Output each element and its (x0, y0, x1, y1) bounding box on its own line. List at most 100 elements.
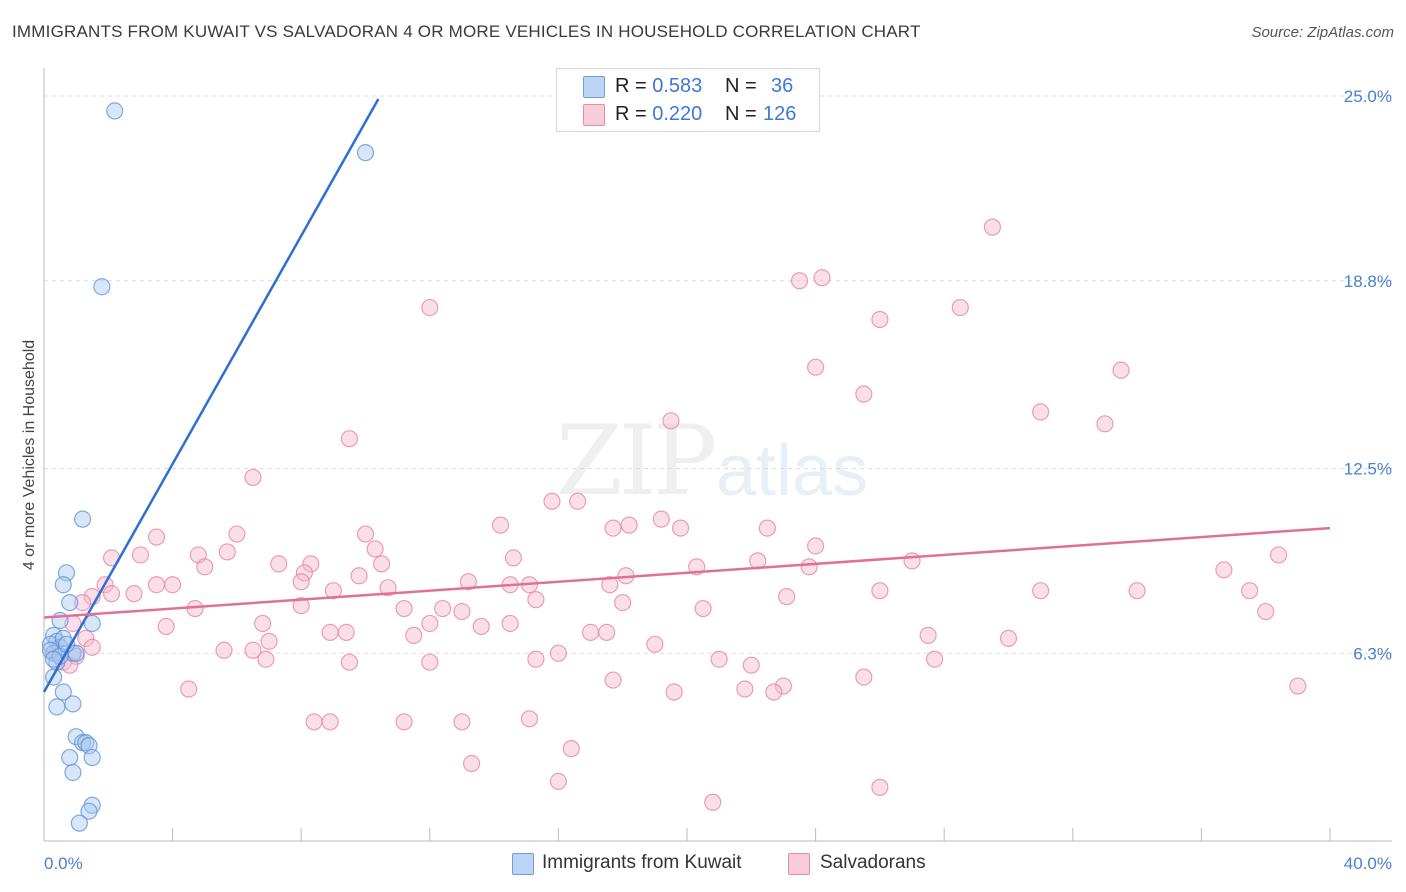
point-salvadoran-69 (434, 599, 452, 618)
point-kuwait-3 (73, 510, 92, 528)
watermark-atlas: atlas (716, 431, 869, 511)
legend-label-kuwait: Immigrants from Kuwait (542, 852, 742, 873)
point-salvadoran-17 (620, 516, 638, 534)
point-salvadoran-104 (774, 677, 793, 695)
point-salvadoran-77 (501, 614, 519, 633)
point-salvadoran-39 (903, 552, 921, 570)
y-axis-label: 4 or more Vehicles in Household (21, 340, 38, 570)
legend-n-label: N = (725, 103, 757, 125)
point-salvadoran-95 (340, 653, 359, 671)
x-ticks (43, 828, 1331, 841)
point-salvadoran-72 (1257, 602, 1275, 621)
point-salvadoran-86 (260, 632, 278, 650)
point-salvadoran-115 (520, 710, 539, 728)
point-kuwait-8 (83, 614, 101, 633)
point-salvadoran-4 (951, 298, 969, 317)
point-salvadoran-31 (270, 555, 288, 573)
point-salvadoran-68 (395, 599, 413, 618)
point-salvadoran-48 (147, 576, 166, 594)
point-salvadoran-22 (147, 528, 166, 546)
point-salvadoran-106 (736, 680, 754, 698)
point-salvadoran-99 (742, 656, 760, 674)
point-salvadoran-5 (871, 310, 889, 329)
point-salvadoran-20 (758, 519, 776, 537)
y-tick-label-2: 12.5% (1344, 460, 1392, 479)
point-salvadoran-21 (652, 510, 670, 528)
x-tick-label-min: 0.0% (44, 854, 83, 873)
point-salvadoran-29 (218, 543, 236, 561)
point-salvadoran-103 (604, 671, 622, 689)
point-salvadoran-73 (157, 617, 175, 636)
point-kuwait-28 (83, 748, 101, 767)
point-salvadoran-98 (710, 650, 728, 668)
point-salvadoran-100 (925, 650, 944, 668)
point-kuwait-31 (80, 802, 98, 820)
legend-label-salvadoran: Salvadorans (820, 852, 926, 873)
point-salvadoran-94 (257, 650, 275, 668)
point-kuwait-5 (54, 576, 72, 594)
point-salvadoran-2 (813, 269, 831, 287)
point-salvadoran-3 (421, 298, 439, 317)
point-salvadoran-82 (405, 626, 423, 644)
point-kuwait-27 (61, 748, 79, 767)
point-salvadoran-34 (372, 555, 391, 573)
point-salvadoran-6 (806, 358, 825, 376)
point-salvadoran-25 (131, 546, 150, 564)
point-salvadoran-79 (337, 623, 355, 642)
point-salvadoran-30 (806, 537, 825, 555)
point-salvadoran-41 (350, 567, 368, 585)
point-salvadoran-63 (527, 591, 545, 609)
point-salvadoran-112 (321, 713, 339, 731)
point-kuwait-6 (61, 593, 79, 612)
point-kuwait-22 (64, 695, 82, 713)
point-salvadoran-83 (919, 626, 937, 644)
legend-swatch-kuwait-bottom (512, 853, 534, 875)
point-salvadoran-49 (164, 576, 182, 594)
trend-line-kuwait (42, 98, 380, 693)
point-salvadoran-90 (549, 644, 568, 662)
point-salvadoran-108 (855, 668, 873, 686)
point-kuwait-1 (356, 144, 375, 162)
point-salvadoran-46 (1269, 546, 1288, 564)
point-salvadoran-74 (254, 614, 272, 633)
point-salvadoran-7 (1112, 361, 1130, 379)
point-salvadoran-75 (421, 614, 439, 633)
point-kuwait-25 (77, 734, 95, 752)
point-salvadoran-97 (527, 650, 545, 668)
point-salvadoran-113 (395, 713, 413, 731)
point-salvadoran-42 (459, 573, 477, 591)
point-salvadoran-15 (569, 492, 587, 510)
point-salvadoran-0 (983, 218, 1002, 236)
point-salvadoran-101 (83, 638, 101, 656)
trend-lines (42, 98, 1331, 693)
point-salvadoran-61 (125, 585, 143, 603)
source-credit: Source: ZipAtlas.com (1251, 24, 1394, 41)
point-salvadoran-23 (228, 525, 246, 543)
point-kuwait-23 (67, 728, 85, 746)
y-tick-label-0: 25.0% (1344, 87, 1392, 106)
point-salvadoran-111 (305, 713, 323, 731)
point-salvadoran-9 (1032, 403, 1050, 421)
point-salvadoran-62 (324, 582, 342, 600)
point-salvadoran-116 (562, 740, 580, 758)
point-salvadoran-81 (598, 623, 616, 642)
point-salvadoran-114 (453, 713, 471, 731)
point-salvadoran-117 (462, 754, 481, 773)
trend-line-salvadoran (43, 526, 1331, 619)
point-salvadoran-85 (77, 629, 95, 647)
y-tick-labels: 25.0% 18.8% 12.5% 6.3% (1344, 87, 1392, 663)
legend-swatch-salvadoran-bottom (788, 853, 810, 875)
data-points (41, 102, 1307, 832)
point-salvadoran-60 (102, 585, 121, 603)
point-salvadoran-96 (421, 653, 439, 671)
point-salvadoran-120 (704, 793, 722, 811)
point-kuwait-17 (41, 641, 60, 659)
y-tick-label-1: 18.8% (1344, 272, 1392, 291)
point-salvadoran-107 (765, 683, 783, 701)
point-salvadoran-89 (646, 635, 664, 653)
point-salvadoran-59 (73, 593, 92, 612)
point-salvadoran-19 (671, 519, 690, 537)
point-salvadoran-10 (1096, 415, 1114, 433)
series-legend: Immigrants from Kuwait Salvadorans (0, 852, 1406, 876)
point-salvadoran-12 (340, 430, 359, 448)
